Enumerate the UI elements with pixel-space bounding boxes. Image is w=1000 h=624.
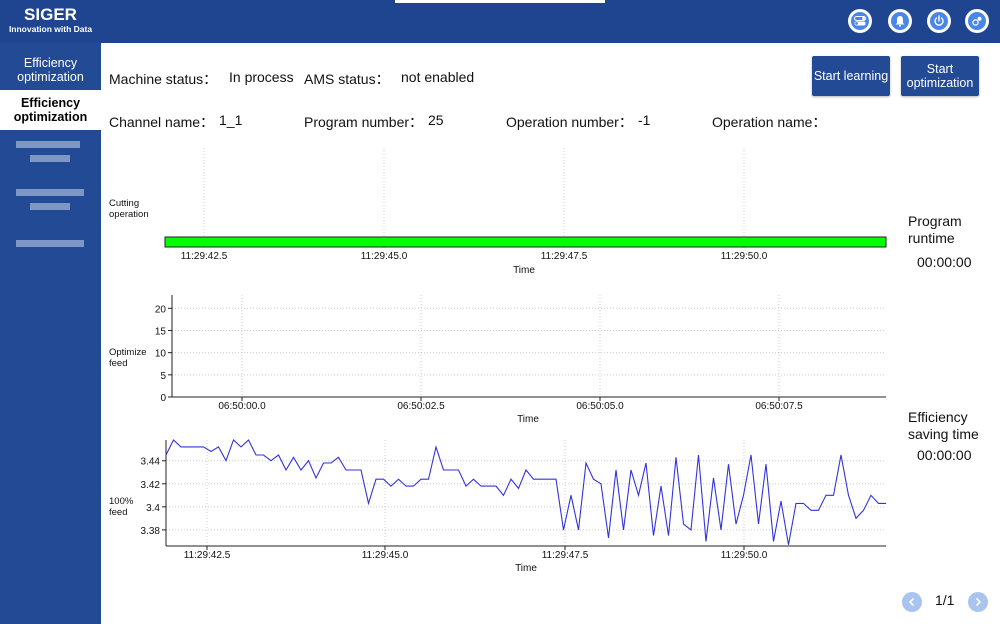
start-optimization-button[interactable]: Start optimization: [901, 56, 979, 96]
chart-grid: [166, 440, 886, 546]
y-tick-label: 20: [155, 304, 167, 315]
chart-ylabel-feed-line2: feed: [109, 507, 128, 518]
machine-status-label: Machine status：: [109, 71, 218, 87]
sidebar-item-redacted: [30, 155, 70, 162]
program-runtime-label: Program runtime: [908, 213, 962, 246]
x-tick-label: 06:50:00.0: [218, 401, 266, 412]
charts-canvas: Cutting operation 11:29:42.5 11:29:45.0 11…: [109, 148, 887, 574]
top-tab-indicator: [395, 0, 605, 3]
power-icon-button[interactable]: [927, 9, 951, 33]
x-tick-label: 11:29:42.5: [184, 550, 231, 561]
power-icon: [934, 15, 944, 26]
program-number-value: 25: [428, 112, 444, 128]
top-header-bar: SIGER Innovation with Data: [0, 0, 1000, 43]
sidebar-item-redacted: [30, 203, 70, 210]
settings-gear-icon-button[interactable]: [965, 9, 989, 33]
x-tick-label: 11:29:47.5: [541, 251, 588, 262]
cutting-operation-bar: [164, 236, 887, 248]
x-tick-label: 11:29:47.5: [542, 550, 589, 561]
y-tick-label: 3.42: [141, 480, 161, 491]
x-tick-label: 11:29:45.0: [362, 550, 409, 561]
chevron-left-icon: [908, 597, 915, 607]
toggle-icon-button[interactable]: [848, 9, 872, 33]
chart-x-ticks: 11:29:42.5 11:29:45.0 11:29:47.5 11:29:50.0: [184, 546, 768, 561]
sidebar-item-efficiency-optimization-active[interactable]: Efficiency optimization: [0, 90, 101, 130]
y-tick-label: 15: [155, 326, 167, 337]
y-tick-label: 10: [155, 349, 167, 360]
program-runtime-value: 00:00:00: [917, 254, 972, 270]
x-tick-label: 11:29:42.5: [181, 251, 228, 262]
toggle-icon: [854, 16, 866, 26]
chart-ylabel-cutting-line2: operation: [109, 209, 149, 220]
pager-next-button[interactable]: [968, 592, 988, 612]
x-tick-label: 06:50:02.5: [397, 401, 445, 412]
operation-name-label: Operation name：: [712, 114, 827, 130]
chart-ylabel-optimize-line2: feed: [109, 358, 128, 369]
chart-ylabel-optimize-line1: Optimize: [109, 347, 146, 358]
chart-y-ticks: 3.38 3.4 3.42 3.44: [141, 457, 166, 537]
chart-x-ticks: 11:29:42.5 11:29:45.0 11:29:47.5 11:29:50.0: [181, 251, 768, 262]
channel-name-label: Channel name：: [109, 114, 215, 130]
logo: SIGER Innovation with Data: [0, 0, 101, 43]
chart-x-ticks: 06:50:00.0 06:50:02.5 06:50:05.0 06:50:07.5: [218, 397, 803, 412]
y-tick-label: 3.38: [141, 526, 161, 537]
ams-status-value: not enabled: [401, 69, 475, 85]
operation-number-value: -1: [638, 112, 651, 128]
start-learning-button[interactable]: Start learning: [812, 56, 890, 96]
sidebar: Efficiency optimization Efficiency optim…: [0, 43, 101, 624]
chart-xlabel: Time: [517, 414, 539, 425]
logo-title: SIGER: [24, 5, 77, 24]
chart-xlabel: Time: [515, 563, 537, 574]
full-feed-chart: 3.383.43.423.44 11:29:42.5 11:29:45.0 11:2…: [109, 439, 886, 574]
settings-gear-icon: [972, 16, 982, 26]
chart-y-ticks: 0 5 10 15 20: [155, 304, 172, 404]
operation-number-label: Operation number：: [506, 114, 633, 130]
chart-ylabel-feed-line1: 100%: [109, 496, 134, 507]
bell-icon-button[interactable]: [888, 9, 912, 33]
cutting-operation-chart: Cutting operation 11:29:42.5 11:29:45.0 11…: [109, 148, 887, 276]
x-tick-label: 06:50:07.5: [755, 401, 803, 412]
pager-text: 1/1: [935, 592, 955, 608]
y-tick-label: 0: [160, 393, 166, 404]
x-tick-label: 06:50:05.0: [576, 401, 624, 412]
x-tick-label: 11:29:45.0: [361, 251, 408, 262]
sidebar-item-redacted[interactable]: [16, 189, 84, 196]
x-tick-label: 11:29:50.0: [721, 251, 768, 262]
efficiency-saving-time-label: Efficiency saving time: [908, 409, 979, 442]
y-tick-label: 3.44: [141, 457, 161, 468]
y-tick-label: 5: [160, 371, 166, 382]
pager-prev-button[interactable]: [902, 592, 922, 612]
channel-name-value: 1_1: [219, 112, 243, 128]
sidebar-item-efficiency-optimization[interactable]: Efficiency optimization: [17, 56, 84, 84]
sidebar-item-redacted[interactable]: [16, 141, 80, 148]
ams-status-label: AMS status：: [304, 71, 390, 87]
sidebar-item-redacted[interactable]: [16, 240, 84, 247]
program-number-label: Program number：: [304, 114, 424, 130]
chart-xlabel: Time: [513, 265, 535, 276]
chart-grid: [203, 148, 745, 248]
chevron-right-icon: [975, 597, 982, 607]
chart-ylabel-cutting-line1: Cutting: [109, 198, 139, 209]
logo-subtitle: Innovation with Data: [8, 24, 93, 34]
efficiency-saving-time-value: 00:00:00: [917, 447, 972, 463]
y-tick-label: 3.4: [146, 503, 160, 514]
x-tick-label: 11:29:50.0: [721, 550, 768, 561]
chart-grid: [172, 295, 886, 398]
machine-status-value: In process: [229, 69, 294, 85]
bell-icon: [895, 16, 905, 27]
full-feed-series-line: [165, 439, 886, 545]
